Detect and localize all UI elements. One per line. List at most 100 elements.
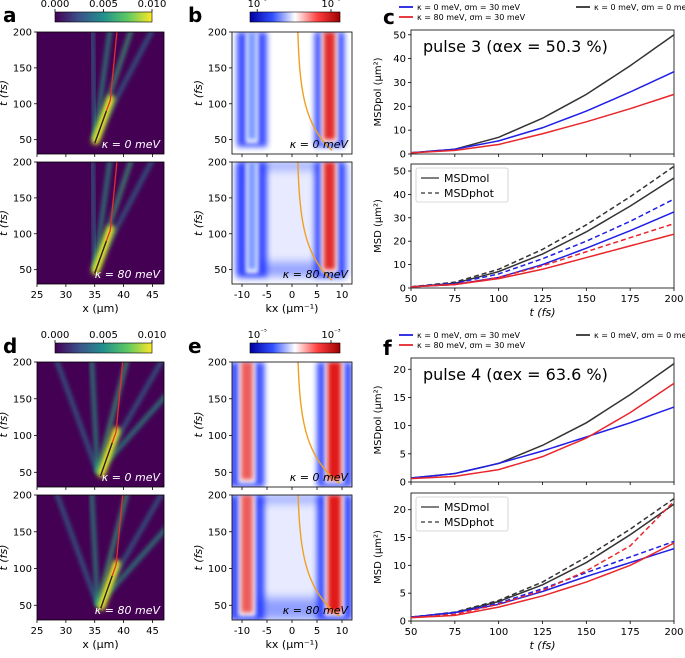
heatmap-image [232, 495, 352, 620]
series-line [410, 542, 675, 619]
heatmap-branch [95, 495, 129, 606]
series-line [410, 165, 675, 288]
xtick-label: -5 [262, 626, 272, 637]
ytick-label: 150 [208, 527, 227, 538]
colorbar-tick-label: 10⁻⁵ [248, 328, 267, 341]
xtick-label: 45 [146, 626, 159, 637]
ytick-label: 200 [208, 491, 227, 502]
colorbar-gradient [249, 342, 341, 354]
xtick-label: 0 [289, 290, 295, 301]
heatmap-e-kappa0: 50 100 150 200 t (fs) κ = 0 meV [192, 358, 353, 490]
xtick-label: 175 [621, 294, 640, 305]
colorbar-gradient [54, 342, 153, 354]
heatmap-image [37, 162, 164, 284]
colorbar-e: 10⁻⁵ 10⁻³ [248, 328, 341, 354]
xtick-label: 150 [577, 294, 596, 305]
heatmap-branch [96, 527, 164, 607]
ytick-label: 100 [208, 99, 227, 110]
heatmap-band-red [323, 32, 336, 140]
legend-entry: κ = 80 meV, σm = 30 meV [417, 13, 526, 22]
xtick-label: 50 [405, 294, 418, 305]
colorbar-tick-label: 10⁻³ [321, 0, 340, 10]
pulse-label: pulse 3 (αex = 50.3 %) [423, 37, 608, 56]
axes-frame [36, 361, 165, 488]
legend-entry: κ = 0 meV, σm = 0 meV [594, 331, 685, 340]
ytick-label: 100 [208, 564, 227, 575]
x-axis-label: t (fs) [530, 639, 556, 652]
legend-entry: κ = 0 meV, σm = 30 meV [417, 331, 521, 340]
ytick-label: 200 [13, 491, 32, 502]
panel-letter-c: c [383, 5, 395, 29]
ytick-label: 50 [214, 135, 227, 146]
kappa-annotation: κ = 80 meV [283, 268, 350, 281]
pulse-label: pulse 4 (αex = 63.6 %) [423, 365, 608, 384]
com-trace-start [94, 110, 108, 144]
y-axis-label: MSD (μm²) [373, 530, 384, 584]
heatmap-band-red [327, 362, 342, 480]
xtick-label: 200 [664, 627, 683, 638]
ytick-label: 100 [208, 229, 227, 240]
ytick-label: 5 [400, 589, 406, 600]
ytick-label: 150 [208, 63, 227, 74]
legend-entry: MSDmol [444, 172, 489, 185]
heatmap-branch [92, 162, 112, 270]
xtick-label: 175 [621, 627, 640, 638]
kappa-annotation: κ = 80 meV [95, 604, 162, 617]
legend-entry: MSDphot [444, 516, 495, 529]
ytick-label: 50 [214, 265, 227, 276]
panel-letter-b: b [188, 3, 202, 27]
series-line [410, 500, 675, 619]
ytick-label: 150 [13, 527, 32, 538]
ytick-label: 200 [208, 358, 227, 369]
xtick-label: 40 [117, 290, 130, 301]
ytick-label: 30 [393, 78, 406, 89]
xtick-label: 75 [448, 627, 461, 638]
legend-entry: MSDmol [444, 501, 489, 514]
colorbar-tick-label: 0.005 [89, 330, 118, 341]
ytick-label: 100 [13, 229, 32, 240]
ytick-label: 50 [393, 167, 406, 178]
x-axis-label: kx (μm⁻¹) [266, 302, 319, 315]
colorbar-gradient [54, 11, 153, 23]
heatmap-b-kappa80: 50 100 150 200 t (fs) -10 -5 0 5 10 kx (μm⁻¹) κ = 8… [192, 158, 353, 315]
heatmap-branch [96, 394, 164, 474]
ytick-label: 15 [393, 393, 406, 404]
ytick-label: 0 [400, 478, 406, 489]
kappa-annotation: κ = 80 meV [283, 604, 350, 617]
heatmap-image [37, 32, 164, 154]
xtick-label: 5 [314, 626, 320, 637]
panel-letter-f: f [383, 336, 392, 360]
ytick-label: 50 [19, 265, 32, 276]
subplot-msd-pol: 0 10 20 30 40 50 MSDpol (μm²) pulse 3 (αex = 50… [373, 29, 675, 161]
kx-trace [297, 162, 333, 281]
colorbar-tick-label: 0.010 [138, 0, 167, 10]
legend-bottom: MSDmol MSDphot [415, 496, 509, 532]
legend-entry: κ = 80 meV, σm = 30 meV [417, 341, 526, 350]
x-axis-label: kx (μm⁻¹) [266, 638, 319, 651]
xtick-label: 0 [289, 626, 295, 637]
legend-entry: κ = 0 meV, σm = 30 meV [417, 3, 521, 12]
ytick-label: 200 [208, 28, 227, 39]
xtick-label: 10 [336, 626, 349, 637]
heatmap-branch [89, 495, 100, 606]
x-axis-label: x (μm) [82, 638, 118, 651]
ytick-label: 15 [393, 533, 406, 544]
xtick-label: 100 [489, 627, 508, 638]
heatmap-image [37, 362, 164, 487]
colorbar-tick-label: 0.000 [41, 330, 70, 341]
series-line [410, 540, 675, 618]
colorbar-tick-label: 0.010 [138, 330, 167, 341]
y-axis-label: t (fs) [0, 210, 10, 236]
heatmap-branch [55, 362, 100, 473]
y-axis-label: t (fs) [192, 80, 205, 106]
xtick-label: 30 [59, 626, 72, 637]
y-axis-label: t (fs) [192, 412, 205, 438]
kappa-annotation: κ = 0 meV [290, 138, 350, 151]
xtick-label: 5 [314, 290, 320, 301]
xtick-label: 75 [448, 294, 461, 305]
series-line [410, 406, 675, 479]
ytick-label: 20 [393, 102, 406, 113]
